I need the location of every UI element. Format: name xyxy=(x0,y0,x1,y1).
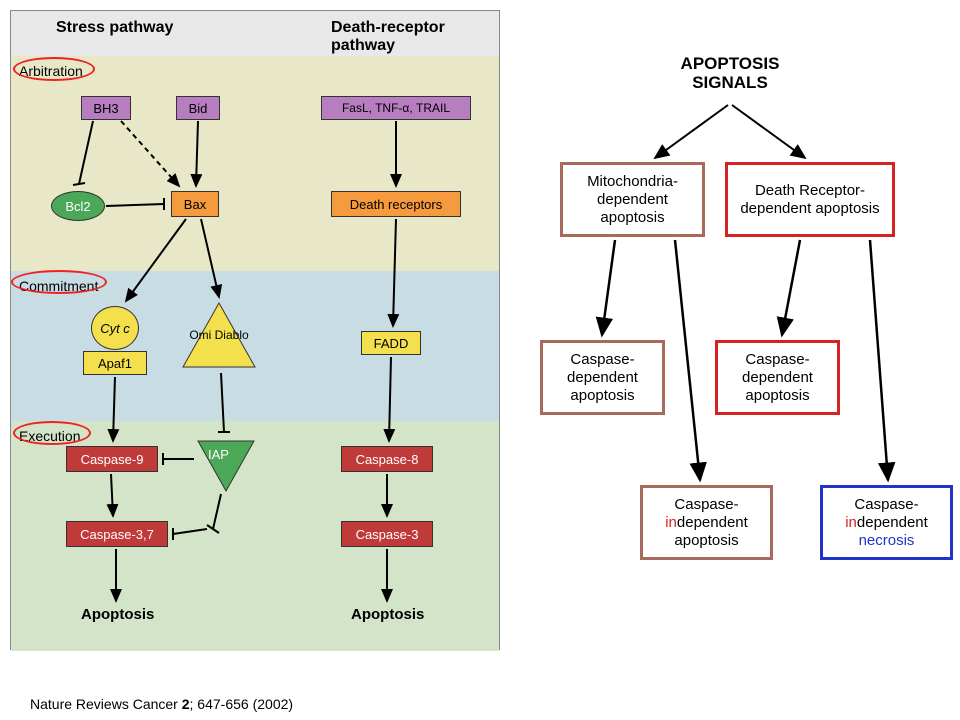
deathrec-box: Death Receptor-dependent apoptosis xyxy=(725,162,895,237)
death-receptors-node: Death receptors xyxy=(331,191,461,217)
bh3-node: BH3 xyxy=(81,96,131,120)
arbitration-oval xyxy=(13,57,95,81)
apoptosis-right: Apoptosis xyxy=(351,606,424,623)
bid-node: Bid xyxy=(176,96,220,120)
bcl2-node: Bcl2 xyxy=(51,191,105,221)
fadd-node: FADD xyxy=(361,331,421,355)
caspase9-node: Caspase-9 xyxy=(66,446,158,472)
ligands-node: FasL, TNF-α, TRAIL xyxy=(321,96,471,120)
caspase3-node: Caspase-3 xyxy=(341,521,433,547)
commitment-oval xyxy=(11,270,107,294)
stress-header: Stress pathway xyxy=(56,19,173,37)
casp-ind-right-box: Caspase-independent necrosis xyxy=(820,485,953,560)
omi-label: Omi Diablo xyxy=(186,329,252,342)
apaf1-node: Apaf1 xyxy=(83,351,147,375)
bax-node: Bax xyxy=(171,191,219,217)
caspase8-node: Caspase-8 xyxy=(341,446,433,472)
citation: Nature Reviews Cancer 2; 647-656 (2002) xyxy=(30,696,293,712)
iap-label: IAP xyxy=(208,447,229,462)
death-header: Death-receptor pathway xyxy=(331,19,499,55)
mito-box: Mitochondria-dependent apoptosis xyxy=(560,162,705,237)
signals-diagram: APOPTOSIS SIGNALS Mitochondria-dependent… xyxy=(500,0,960,680)
cytc-node: Cyt c xyxy=(91,306,139,350)
casp-ind-left-box: Caspase-independent apoptosis xyxy=(640,485,773,560)
apoptosis-left: Apoptosis xyxy=(81,606,154,623)
pathway-diagram: Stress pathway Death-receptor pathway Ar… xyxy=(10,10,500,650)
arbitration-band xyxy=(11,56,499,271)
apoptosis-signals-title: APOPTOSIS SIGNALS xyxy=(670,55,790,92)
caspase37-node: Caspase-3,7 xyxy=(66,521,168,547)
header-band: Stress pathway Death-receptor pathway xyxy=(11,11,499,56)
casp-dep-right-box: Caspase-dependent apoptosis xyxy=(715,340,840,415)
execution-oval xyxy=(13,421,91,445)
casp-dep-left-box: Caspase-dependent apoptosis xyxy=(540,340,665,415)
